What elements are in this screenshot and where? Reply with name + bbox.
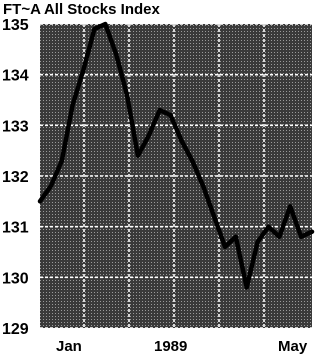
y-tick-label: 133 <box>2 118 29 135</box>
y-tick-label: 132 <box>2 169 29 186</box>
y-tick-label: 129 <box>2 321 29 338</box>
chart-title: FT~A All Stocks Index <box>3 1 160 18</box>
x-tick-label: May <box>278 338 308 355</box>
y-tick-label: 134 <box>2 68 29 85</box>
x-axis: Jan 1989 May <box>56 338 308 355</box>
y-tick-label: 130 <box>2 270 29 287</box>
y-axis: 129 130 131 132 133 134 135 <box>2 17 29 338</box>
x-tick-label: 1989 <box>154 338 187 355</box>
y-tick-label: 131 <box>2 220 29 237</box>
series-line <box>37 21 315 290</box>
x-tick-label: Jan <box>56 338 82 355</box>
y-tick-label: 135 <box>2 17 29 34</box>
